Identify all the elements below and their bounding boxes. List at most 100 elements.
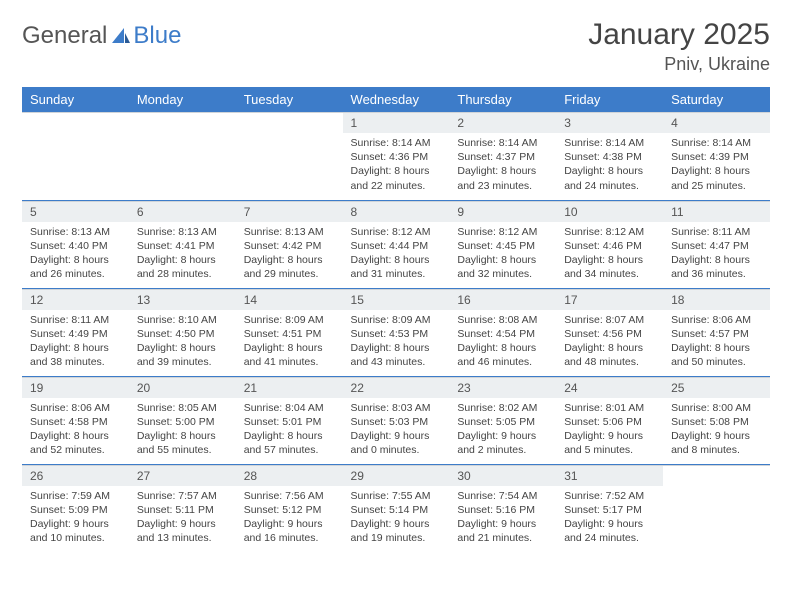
header: General Blue January 2025 Pniv, Ukraine [22, 18, 770, 75]
day-detail: Sunrise: 8:11 AMSunset: 4:49 PMDaylight:… [22, 310, 129, 374]
weekday-header-row: Sunday Monday Tuesday Wednesday Thursday… [22, 87, 770, 112]
empty-cell [129, 112, 236, 200]
day-detail: Sunrise: 8:02 AMSunset: 5:05 PMDaylight:… [449, 398, 556, 462]
day-detail: Sunrise: 7:55 AMSunset: 5:14 PMDaylight:… [343, 486, 450, 550]
weekday-header: Sunday [22, 87, 129, 112]
day-detail: Sunrise: 8:14 AMSunset: 4:38 PMDaylight:… [556, 133, 663, 197]
calendar-cell: 25Sunrise: 8:00 AMSunset: 5:08 PMDayligh… [663, 376, 770, 464]
calendar-cell: 30Sunrise: 7:54 AMSunset: 5:16 PMDayligh… [449, 464, 556, 552]
calendar-cell: 14Sunrise: 8:09 AMSunset: 4:51 PMDayligh… [236, 288, 343, 376]
calendar-row: 19Sunrise: 8:06 AMSunset: 4:58 PMDayligh… [22, 376, 770, 464]
calendar-cell [663, 464, 770, 552]
day-detail: Sunrise: 8:06 AMSunset: 4:58 PMDaylight:… [22, 398, 129, 462]
day-number: 16 [449, 289, 556, 310]
empty-cell [236, 112, 343, 200]
day-number: 7 [236, 201, 343, 222]
day-detail: Sunrise: 8:14 AMSunset: 4:39 PMDaylight:… [663, 133, 770, 197]
day-detail: Sunrise: 8:10 AMSunset: 4:50 PMDaylight:… [129, 310, 236, 374]
empty-cell [22, 112, 129, 200]
day-detail: Sunrise: 8:13 AMSunset: 4:42 PMDaylight:… [236, 222, 343, 286]
day-number: 21 [236, 377, 343, 398]
calendar-cell: 20Sunrise: 8:05 AMSunset: 5:00 PMDayligh… [129, 376, 236, 464]
calendar-row: 1Sunrise: 8:14 AMSunset: 4:36 PMDaylight… [22, 112, 770, 200]
empty-cell [663, 465, 770, 553]
location-label: Pniv, Ukraine [588, 54, 770, 75]
calendar-cell: 12Sunrise: 8:11 AMSunset: 4:49 PMDayligh… [22, 288, 129, 376]
calendar-cell: 9Sunrise: 8:12 AMSunset: 4:45 PMDaylight… [449, 200, 556, 288]
weekday-header: Wednesday [343, 87, 450, 112]
day-number: 17 [556, 289, 663, 310]
day-number: 24 [556, 377, 663, 398]
day-number: 3 [556, 112, 663, 133]
day-detail: Sunrise: 8:12 AMSunset: 4:44 PMDaylight:… [343, 222, 450, 286]
calendar-row: 5Sunrise: 8:13 AMSunset: 4:40 PMDaylight… [22, 200, 770, 288]
calendar-cell: 11Sunrise: 8:11 AMSunset: 4:47 PMDayligh… [663, 200, 770, 288]
day-detail: Sunrise: 7:52 AMSunset: 5:17 PMDaylight:… [556, 486, 663, 550]
calendar-cell: 6Sunrise: 8:13 AMSunset: 4:41 PMDaylight… [129, 200, 236, 288]
weekday-header: Friday [556, 87, 663, 112]
calendar-cell: 22Sunrise: 8:03 AMSunset: 5:03 PMDayligh… [343, 376, 450, 464]
day-detail: Sunrise: 7:57 AMSunset: 5:11 PMDaylight:… [129, 486, 236, 550]
day-number: 15 [343, 289, 450, 310]
brand-word-2: Blue [133, 22, 181, 50]
calendar-cell: 1Sunrise: 8:14 AMSunset: 4:36 PMDaylight… [343, 112, 450, 200]
calendar-cell: 15Sunrise: 8:09 AMSunset: 4:53 PMDayligh… [343, 288, 450, 376]
calendar-cell: 23Sunrise: 8:02 AMSunset: 5:05 PMDayligh… [449, 376, 556, 464]
calendar-cell: 21Sunrise: 8:04 AMSunset: 5:01 PMDayligh… [236, 376, 343, 464]
calendar-cell: 3Sunrise: 8:14 AMSunset: 4:38 PMDaylight… [556, 112, 663, 200]
day-number: 18 [663, 289, 770, 310]
day-detail: Sunrise: 8:09 AMSunset: 4:51 PMDaylight:… [236, 310, 343, 374]
day-number: 14 [236, 289, 343, 310]
day-number: 2 [449, 112, 556, 133]
day-detail: Sunrise: 8:04 AMSunset: 5:01 PMDaylight:… [236, 398, 343, 462]
calendar-cell [236, 112, 343, 200]
day-number: 31 [556, 465, 663, 486]
day-number: 1 [343, 112, 450, 133]
day-number: 10 [556, 201, 663, 222]
calendar-cell: 13Sunrise: 8:10 AMSunset: 4:50 PMDayligh… [129, 288, 236, 376]
brand-logo: General Blue [22, 18, 181, 50]
calendar-row: 12Sunrise: 8:11 AMSunset: 4:49 PMDayligh… [22, 288, 770, 376]
calendar-cell: 26Sunrise: 7:59 AMSunset: 5:09 PMDayligh… [22, 464, 129, 552]
day-number: 4 [663, 112, 770, 133]
day-number: 30 [449, 465, 556, 486]
calendar-cell: 18Sunrise: 8:06 AMSunset: 4:57 PMDayligh… [663, 288, 770, 376]
day-number: 22 [343, 377, 450, 398]
day-number: 29 [343, 465, 450, 486]
day-detail: Sunrise: 8:05 AMSunset: 5:00 PMDaylight:… [129, 398, 236, 462]
calendar-body: 1Sunrise: 8:14 AMSunset: 4:36 PMDaylight… [22, 112, 770, 552]
day-detail: Sunrise: 8:03 AMSunset: 5:03 PMDaylight:… [343, 398, 450, 462]
day-detail: Sunrise: 8:07 AMSunset: 4:56 PMDaylight:… [556, 310, 663, 374]
day-detail: Sunrise: 8:06 AMSunset: 4:57 PMDaylight:… [663, 310, 770, 374]
day-number: 6 [129, 201, 236, 222]
day-number: 11 [663, 201, 770, 222]
day-detail: Sunrise: 8:11 AMSunset: 4:47 PMDaylight:… [663, 222, 770, 286]
day-number: 26 [22, 465, 129, 486]
day-detail: Sunrise: 8:14 AMSunset: 4:36 PMDaylight:… [343, 133, 450, 197]
weekday-header: Saturday [663, 87, 770, 112]
day-number: 25 [663, 377, 770, 398]
page-title: January 2025 [588, 18, 770, 52]
day-number: 27 [129, 465, 236, 486]
day-detail: Sunrise: 8:12 AMSunset: 4:45 PMDaylight:… [449, 222, 556, 286]
day-detail: Sunrise: 7:56 AMSunset: 5:12 PMDaylight:… [236, 486, 343, 550]
weekday-header: Tuesday [236, 87, 343, 112]
day-detail: Sunrise: 8:01 AMSunset: 5:06 PMDaylight:… [556, 398, 663, 462]
calendar-cell: 24Sunrise: 8:01 AMSunset: 5:06 PMDayligh… [556, 376, 663, 464]
calendar-row: 26Sunrise: 7:59 AMSunset: 5:09 PMDayligh… [22, 464, 770, 552]
day-detail: Sunrise: 8:12 AMSunset: 4:46 PMDaylight:… [556, 222, 663, 286]
day-detail: Sunrise: 8:13 AMSunset: 4:41 PMDaylight:… [129, 222, 236, 286]
calendar-cell [22, 112, 129, 200]
title-block: January 2025 Pniv, Ukraine [588, 18, 770, 75]
day-detail: Sunrise: 7:54 AMSunset: 5:16 PMDaylight:… [449, 486, 556, 550]
day-detail: Sunrise: 8:08 AMSunset: 4:54 PMDaylight:… [449, 310, 556, 374]
calendar-cell: 29Sunrise: 7:55 AMSunset: 5:14 PMDayligh… [343, 464, 450, 552]
day-number: 19 [22, 377, 129, 398]
day-number: 20 [129, 377, 236, 398]
brand-sail-icon [111, 27, 131, 45]
day-number: 5 [22, 201, 129, 222]
calendar-cell: 5Sunrise: 8:13 AMSunset: 4:40 PMDaylight… [22, 200, 129, 288]
calendar-cell: 17Sunrise: 8:07 AMSunset: 4:56 PMDayligh… [556, 288, 663, 376]
calendar-cell [129, 112, 236, 200]
day-detail: Sunrise: 8:13 AMSunset: 4:40 PMDaylight:… [22, 222, 129, 286]
